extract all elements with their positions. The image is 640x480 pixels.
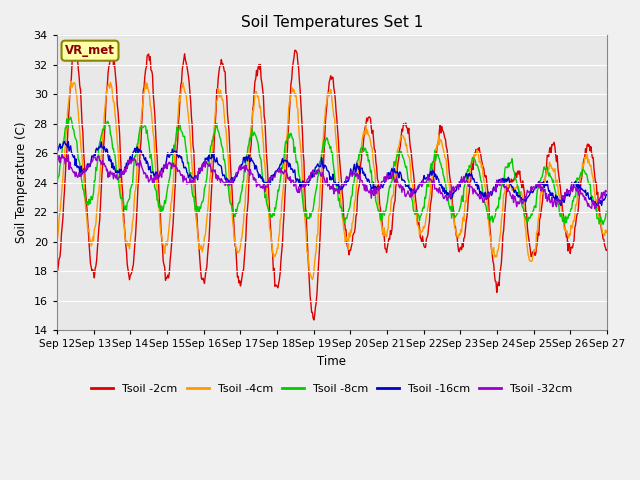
Text: VR_met: VR_met: [65, 44, 115, 57]
Y-axis label: Soil Temperature (C): Soil Temperature (C): [15, 122, 28, 243]
Legend: Tsoil -2cm, Tsoil -4cm, Tsoil -8cm, Tsoil -16cm, Tsoil -32cm: Tsoil -2cm, Tsoil -4cm, Tsoil -8cm, Tsoi…: [87, 379, 577, 398]
Title: Soil Temperatures Set 1: Soil Temperatures Set 1: [241, 15, 423, 30]
X-axis label: Time: Time: [317, 355, 346, 368]
